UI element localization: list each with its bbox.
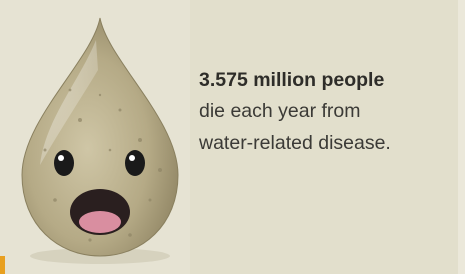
- left-eye-glint: [58, 155, 64, 161]
- right-edge: [458, 0, 465, 274]
- left-eye: [54, 150, 74, 176]
- headline: 3.575 million people: [199, 64, 384, 96]
- infographic-card: 3.575 million people die each year from …: [0, 0, 465, 274]
- tongue: [79, 211, 121, 233]
- corner-mark: [0, 256, 5, 274]
- body-line: water-related disease.: [199, 127, 391, 159]
- right-eye: [125, 150, 145, 176]
- right-eye-glint: [129, 155, 135, 161]
- body-line: die each year from: [199, 95, 361, 127]
